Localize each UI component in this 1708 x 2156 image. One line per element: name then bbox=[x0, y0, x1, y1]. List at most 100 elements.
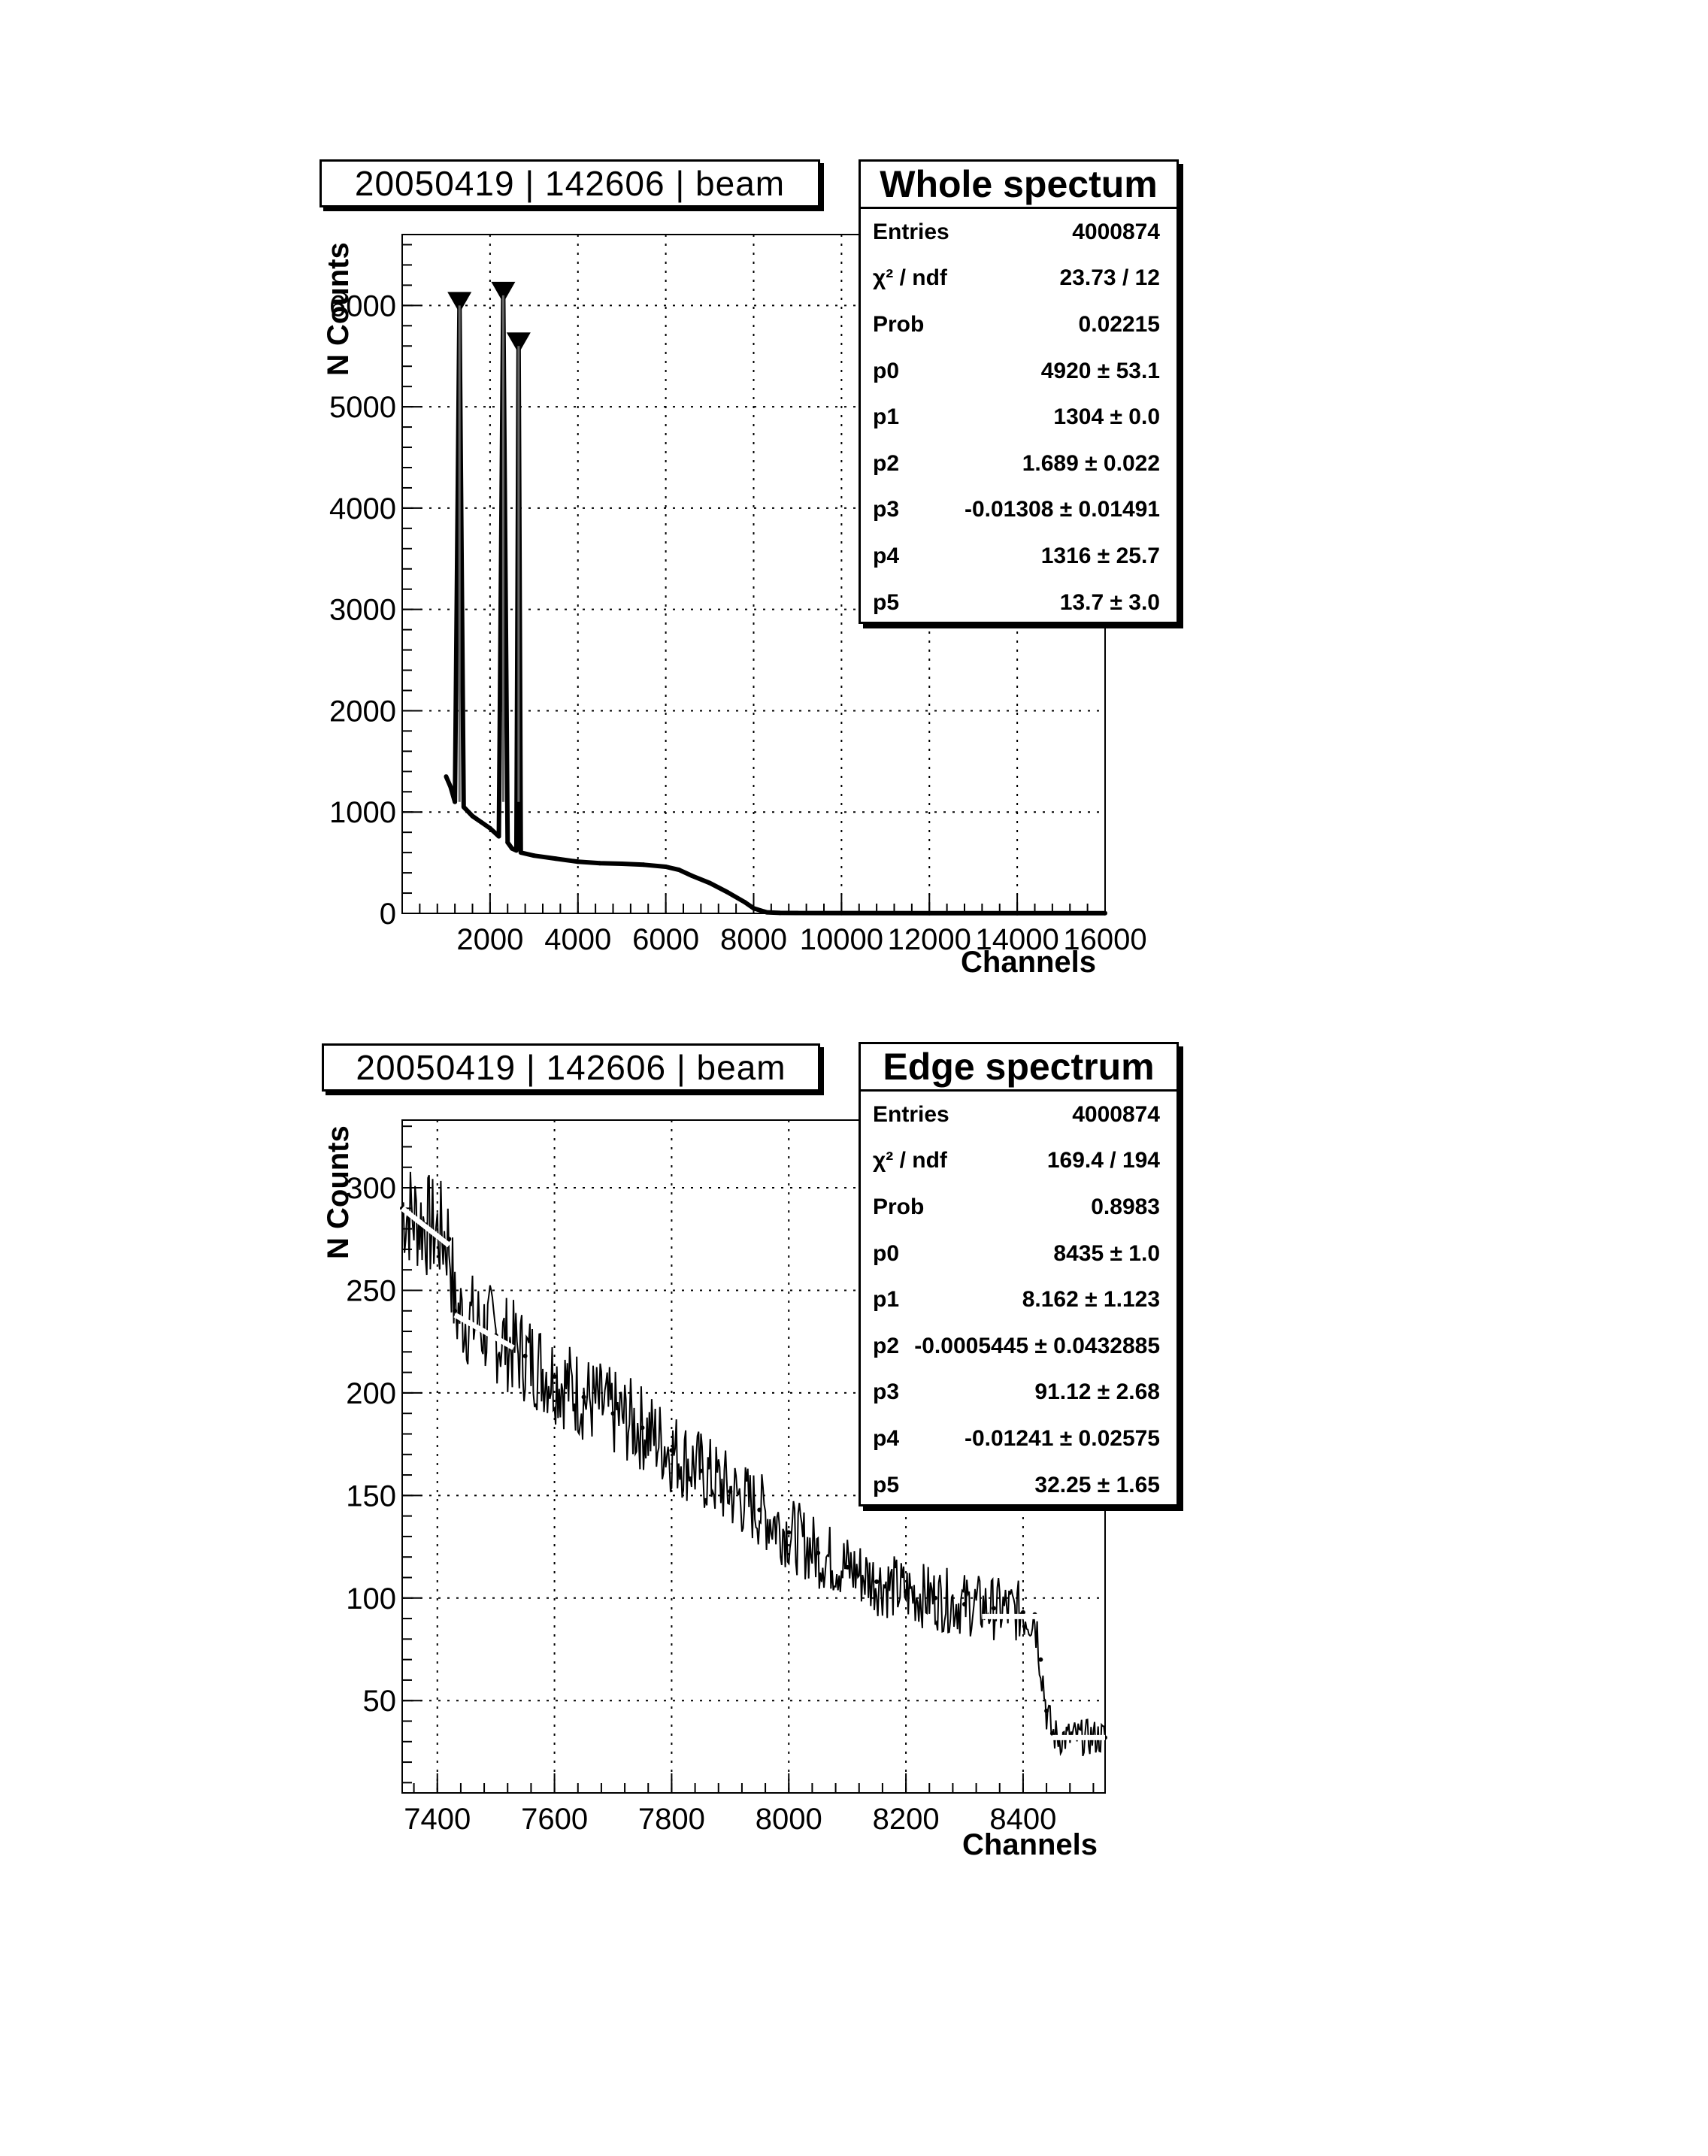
x-tick-label: 10000 bbox=[800, 923, 883, 956]
data-point bbox=[453, 1308, 458, 1313]
fit-line bbox=[400, 1206, 451, 1248]
stats-key: p2 bbox=[873, 1333, 900, 1358]
data-point bbox=[1103, 910, 1107, 916]
data-point bbox=[470, 813, 475, 819]
stats-row: χ² / ndf 169.4 / 194 bbox=[861, 1138, 1177, 1185]
data-point bbox=[845, 1564, 850, 1570]
peak-marker bbox=[506, 332, 531, 354]
stats-rows-edge: Entries 4000874 χ² / ndf 169.4 / 194 Prob 0.8… bbox=[861, 1092, 1177, 1508]
y-tick-label: 300 bbox=[346, 1172, 396, 1205]
data-point bbox=[765, 910, 770, 915]
stats-row: Prob 0.02215 bbox=[861, 301, 1177, 348]
stats-value: 1316 ± 25.7 bbox=[1040, 543, 1160, 568]
y-axis-title-top: N Counts bbox=[322, 242, 355, 376]
stats-value: 0.8983 bbox=[1091, 1194, 1160, 1219]
stats-row: χ² / ndf 23.73 / 12 bbox=[861, 256, 1177, 302]
x-tick-label: 8400 bbox=[989, 1803, 1056, 1836]
data-point bbox=[1020, 1609, 1025, 1615]
stats-value: 4000874 bbox=[1072, 219, 1160, 244]
data-point bbox=[575, 859, 580, 865]
stats-value: -0.01241 ± 0.02575 bbox=[964, 1425, 1160, 1451]
stats-key: Prob bbox=[873, 1194, 925, 1219]
data-point bbox=[552, 1374, 557, 1379]
data-point bbox=[757, 1507, 762, 1513]
stats-value: 8435 ± 1.0 bbox=[1053, 1240, 1160, 1266]
data-point bbox=[786, 1530, 792, 1535]
stats-row: p1 8.162 ± 1.123 bbox=[861, 1276, 1177, 1323]
stats-value: 1.689 ± 0.022 bbox=[1022, 450, 1160, 476]
stats-key: p0 bbox=[873, 358, 900, 383]
x-tick-label: 12000 bbox=[888, 923, 971, 956]
data-point bbox=[461, 804, 466, 810]
data-point bbox=[447, 1237, 452, 1242]
data-point bbox=[839, 910, 844, 916]
stats-title-edge: Edge spectrum bbox=[861, 1044, 1177, 1092]
data-point bbox=[448, 784, 453, 789]
peak-marker bbox=[491, 281, 516, 303]
stats-value: 13.7 ± 3.0 bbox=[1059, 589, 1160, 615]
stats-row: Prob 0.8983 bbox=[861, 1184, 1177, 1231]
stats-box-edge: Edge spectrum Entries 4000874 χ² / ndf 169.… bbox=[859, 1042, 1179, 1506]
x-tick-label: 7400 bbox=[404, 1803, 471, 1836]
y-tick-label: 200 bbox=[346, 1377, 396, 1410]
stats-row: p2 -0.0005445 ± 0.0432885 bbox=[861, 1323, 1177, 1370]
stats-row: p0 4920 ± 53.1 bbox=[861, 348, 1177, 395]
stats-row: p3 91.12 ± 2.68 bbox=[861, 1370, 1177, 1416]
data-point bbox=[1049, 1731, 1055, 1736]
data-point bbox=[505, 840, 510, 845]
stats-row: p5 13.7 ± 3.0 bbox=[861, 580, 1177, 626]
data-point bbox=[518, 850, 523, 855]
stats-value: 91.12 ± 2.68 bbox=[1034, 1379, 1160, 1405]
data-point bbox=[1038, 1657, 1043, 1662]
data-point bbox=[991, 1606, 996, 1611]
x-tick-label: 4000 bbox=[544, 923, 611, 956]
data-point bbox=[927, 910, 932, 916]
y-axis-title-bottom: N Counts bbox=[322, 1125, 355, 1259]
data-point bbox=[531, 853, 537, 858]
data-point bbox=[522, 1353, 528, 1358]
x-axis-title-top: Channels bbox=[961, 946, 1097, 979]
data-point bbox=[663, 865, 668, 870]
y-tick-label: 4000 bbox=[329, 492, 396, 525]
stats-value: 4000874 bbox=[1072, 1101, 1160, 1127]
stats-value: 23.73 / 12 bbox=[1059, 265, 1160, 291]
data-point bbox=[1015, 910, 1020, 916]
y-tick-label: 2000 bbox=[329, 695, 396, 728]
data-point bbox=[751, 906, 756, 911]
data-point bbox=[641, 862, 647, 868]
y-tick-label: 6000 bbox=[329, 289, 396, 322]
stats-key: Entries bbox=[873, 219, 949, 244]
stats-key: Entries bbox=[873, 1101, 949, 1127]
stats-key: p1 bbox=[873, 1287, 900, 1313]
data-point bbox=[510, 846, 515, 851]
peak-marker bbox=[447, 292, 472, 313]
stats-value: 32.25 ± 1.65 bbox=[1034, 1472, 1160, 1497]
x-tick-label: 7800 bbox=[638, 1803, 705, 1836]
stats-key: Prob bbox=[873, 311, 925, 337]
run-label-top: 20050419 | 142606 | beam bbox=[319, 159, 820, 207]
data-point bbox=[553, 856, 559, 861]
data-point bbox=[742, 900, 747, 905]
data-point bbox=[816, 1550, 821, 1555]
data-point bbox=[677, 868, 682, 873]
stats-value: 8.162 ± 1.123 bbox=[1022, 1287, 1160, 1313]
data-point bbox=[597, 861, 602, 866]
data-point bbox=[904, 1589, 909, 1594]
data-point bbox=[707, 880, 713, 886]
stats-key: p3 bbox=[873, 497, 900, 522]
stats-key: p3 bbox=[873, 1379, 900, 1405]
data-point bbox=[619, 861, 625, 866]
y-tick-label: 0 bbox=[380, 898, 396, 931]
x-tick-label: 14000 bbox=[976, 923, 1059, 956]
stats-key: p5 bbox=[873, 589, 900, 615]
run-label-bottom: 20050419 | 142606 | beam bbox=[322, 1043, 820, 1092]
data-point bbox=[640, 1425, 645, 1431]
y-tick-label: 1000 bbox=[329, 796, 396, 829]
data-point bbox=[728, 1488, 733, 1494]
data-point bbox=[725, 889, 730, 895]
x-tick-label: 6000 bbox=[632, 923, 699, 956]
data-point bbox=[581, 1394, 586, 1400]
x-tick-label: 8000 bbox=[756, 1803, 822, 1836]
stats-value: 169.4 / 194 bbox=[1046, 1148, 1160, 1173]
data-point bbox=[513, 848, 519, 853]
